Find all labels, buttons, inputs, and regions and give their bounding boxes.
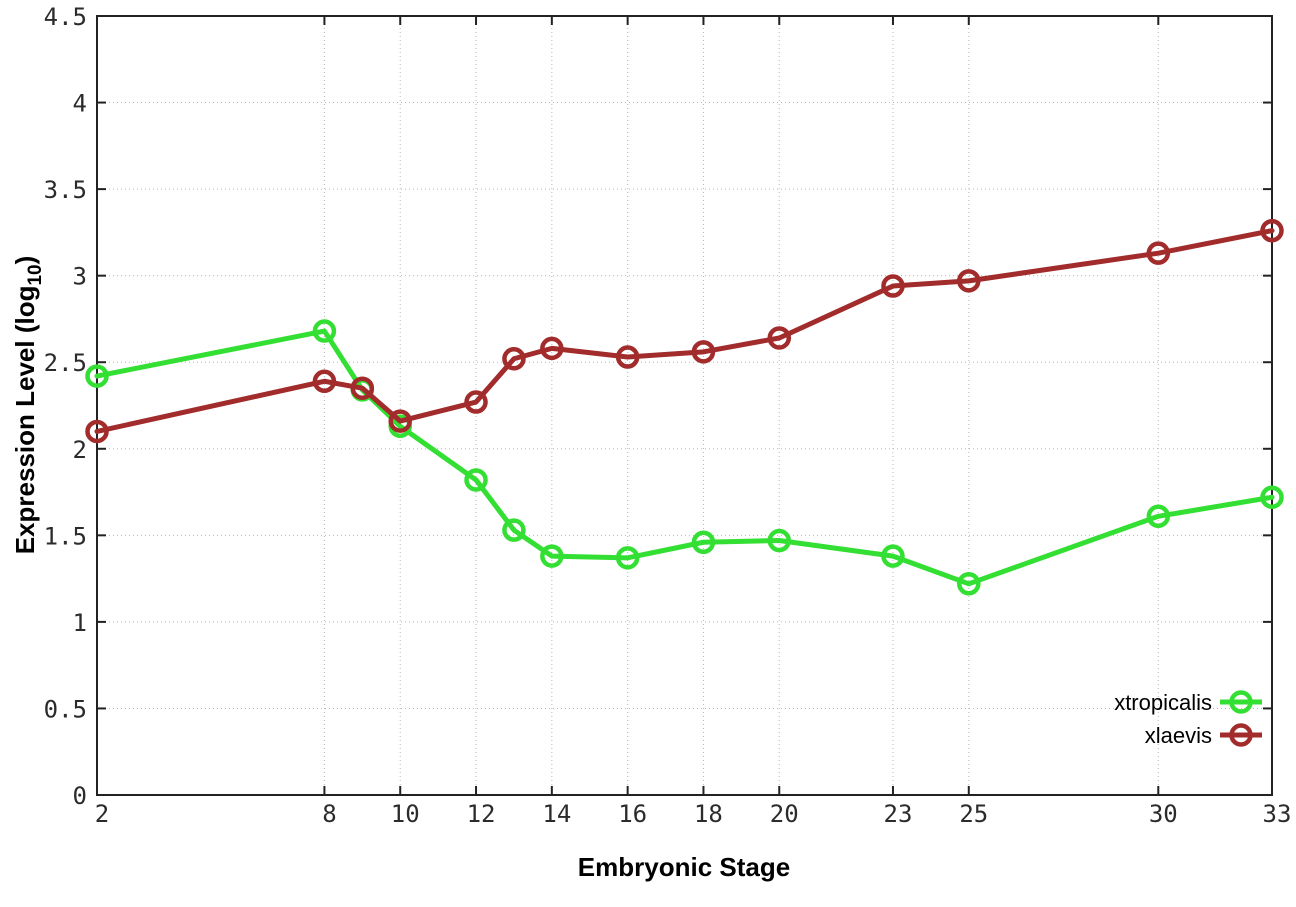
y-tick-label: 1 (73, 609, 87, 637)
y-tick-label: 3.5 (44, 176, 87, 204)
data-point-xlaevis (615, 345, 640, 369)
data-point-xtropicalis (691, 530, 716, 555)
series-line-xlaevis (94, 228, 1275, 434)
data-point-xlaevis (881, 274, 905, 298)
data-point-xlaevis (1146, 241, 1171, 265)
data-point-xtropicalis (767, 528, 792, 553)
data-point-xlaevis (691, 340, 716, 364)
legend-label-xtropicalis: xtropicalis (1114, 690, 1212, 715)
y-tick-label: 3 (73, 263, 87, 291)
x-tick-label: 23 (884, 800, 913, 828)
data-point-xtropicalis (502, 518, 526, 542)
x-tick-label: 8 (322, 800, 336, 828)
data-point-xtropicalis (881, 544, 905, 568)
data-point-xlaevis (1260, 218, 1284, 243)
data-point-xtropicalis (1260, 485, 1284, 509)
data-point-xtropicalis (85, 364, 109, 388)
grid-layer (97, 16, 1272, 795)
y-tick-label: 2 (73, 436, 87, 464)
data-point-xlaevis (957, 269, 981, 293)
data-point-xlaevis (85, 419, 109, 444)
series-layer (85, 218, 1284, 596)
data-point-xtropicalis (957, 572, 981, 596)
data-point-xtropicalis (312, 319, 337, 343)
y-tick-label: 2.5 (44, 349, 87, 377)
x-tick-label: 20 (770, 800, 799, 828)
series-line-xtropicalis (94, 328, 1275, 587)
axis-layer: 2 8 10 12 14 16 18 20 23 25 30 33 0 0.5 1 1.5 2 2.5 3 3.5 4 4… (44, 3, 1292, 828)
x-axis-title: Embryonic Stage (578, 852, 790, 882)
data-point-xtropicalis (1146, 504, 1171, 529)
x-tick-label: 12 (467, 800, 496, 828)
data-point-xlaevis (350, 376, 375, 400)
plot-border (96, 15, 1273, 796)
x-tick-label: 14 (542, 800, 571, 828)
x-tick-label: 10 (391, 800, 420, 828)
data-point-xlaevis (312, 369, 337, 394)
data-point-xlaevis (767, 326, 792, 350)
x-tick-label: 18 (694, 800, 723, 828)
y-tick-label: 0 (73, 782, 87, 810)
legend: xtropicalis xlaevis (1114, 690, 1262, 748)
legend-marker-xlaevis (1229, 723, 1253, 747)
y-axis-title: Expression Level (log10) (10, 256, 46, 555)
y-tick-label: 4.5 (44, 3, 87, 31)
x-tick-label: 30 (1149, 800, 1178, 828)
legend-label-xlaevis: xlaevis (1145, 723, 1212, 748)
data-point-xtropicalis (615, 546, 640, 570)
y-tick-label: 0.5 (44, 695, 87, 723)
y-tick-label: 1.5 (44, 522, 87, 550)
y-tick-label: 4 (73, 90, 87, 118)
x-tick-label: 2 (95, 800, 109, 828)
data-point-xlaevis (464, 390, 488, 414)
data-point-xtropicalis (464, 468, 488, 492)
data-point-xlaevis (502, 347, 526, 371)
x-tick-label: 25 (959, 800, 988, 828)
x-tick-label: 16 (618, 800, 647, 828)
data-point-xlaevis (540, 336, 564, 361)
x-tick-label: 33 (1263, 800, 1292, 828)
data-point-xtropicalis (540, 544, 564, 568)
plot-border-layer (96, 15, 1273, 796)
legend-marker-xtropicalis (1229, 690, 1253, 714)
data-point-xlaevis (388, 409, 412, 433)
